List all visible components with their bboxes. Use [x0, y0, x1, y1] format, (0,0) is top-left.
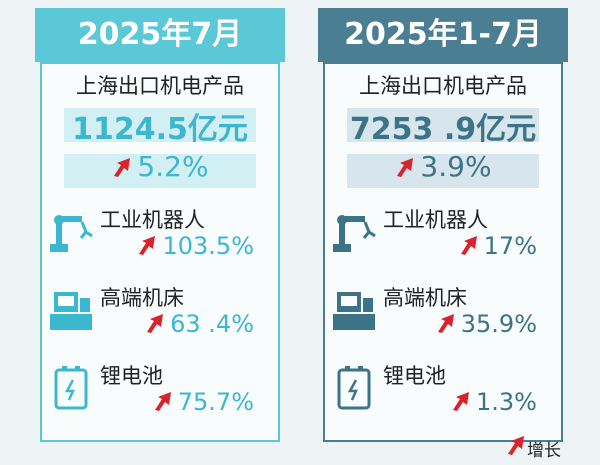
item-label: 高端机床: [100, 286, 184, 310]
item-label: 工业机器人: [100, 208, 205, 232]
subject: 上海出口机电产品: [76, 74, 244, 98]
item-growth: 35.9%: [435, 310, 537, 338]
item-label: 高端机床: [383, 286, 467, 310]
item-icon: [46, 284, 96, 338]
highlight-band: [347, 108, 539, 142]
panel-header: 2025年1-7月: [318, 8, 568, 62]
item-icon: [329, 362, 379, 416]
panel-header: 2025年7月: [35, 8, 285, 62]
panel: 2025年1-7月上海出口机电产品 7253 .9亿元 3.9% 工业机器人 17% 高端…: [318, 8, 568, 442]
legend: 增长: [505, 434, 561, 461]
highlight-band: [64, 154, 256, 188]
highlight-band: [347, 154, 539, 188]
subject: 上海出口机电产品: [359, 74, 527, 98]
item-label: 工业机器人: [383, 208, 488, 232]
amount: 7253 .9亿元: [349, 112, 537, 147]
item-label: 锂电池: [383, 364, 446, 388]
item-growth: 63 .4%: [144, 310, 254, 338]
item-icon: [329, 284, 379, 338]
panel-body: 上海出口机电产品 1124.5亿元 5.2% 工业机器人 103.5% 高端机床 63 .4…: [40, 62, 280, 442]
item-growth: 75.7%: [152, 388, 254, 416]
item-growth: 103.5%: [136, 232, 254, 260]
item-icon: [46, 362, 96, 416]
item-icon: [46, 206, 96, 260]
panel: 2025年7月上海出口机电产品 1124.5亿元 5.2% 工业机器人 103.5% 高端…: [35, 8, 285, 442]
amount: 1124.5亿元: [72, 112, 248, 147]
item-icon: [329, 206, 379, 260]
growth: 5.2%: [42, 150, 278, 183]
item-growth: 17%: [458, 232, 537, 260]
item-label: 锂电池: [100, 364, 163, 388]
highlight-band: [64, 108, 256, 142]
growth: 3.9%: [325, 150, 561, 183]
panel-body: 上海出口机电产品 7253 .9亿元 3.9% 工业机器人 17% 高端机床 35.9% 锂电…: [323, 62, 563, 442]
item-growth: 1.3%: [450, 388, 537, 416]
